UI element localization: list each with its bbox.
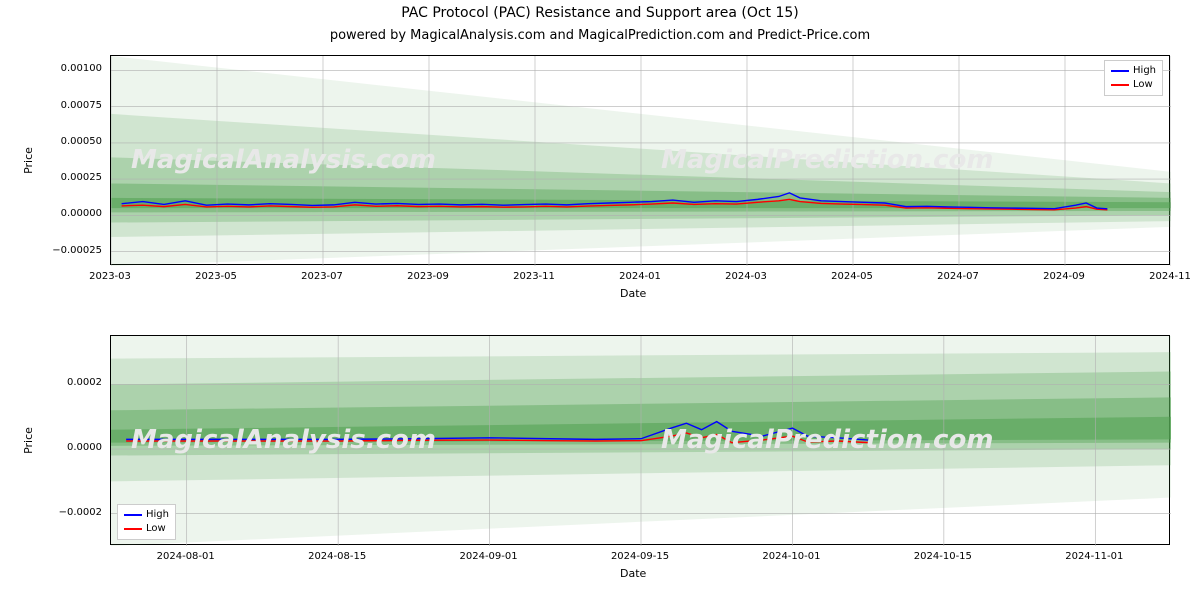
x-tick-label: 2023-07 [301, 271, 343, 282]
x-tick-label: 2024-03 [725, 271, 767, 282]
y-tick-label: 0.00025 [32, 172, 102, 183]
legend-swatch-high [124, 514, 142, 516]
chart-panel-top: MagicalAnalysis.comMagicalPrediction.com… [110, 55, 1170, 265]
y-axis-label: Price [22, 427, 35, 454]
x-tick-label: 2023-03 [89, 271, 131, 282]
legend-label-low: Low [146, 522, 166, 536]
x-tick-label: 2024-10-01 [762, 551, 820, 562]
x-tick-label: 2024-09-15 [611, 551, 669, 562]
legend-item-low: Low [124, 522, 169, 536]
title-main: PAC Protocol (PAC) Resistance and Suppor… [0, 5, 1200, 21]
legend-swatch-high [1111, 70, 1129, 72]
legend: HighLow [1104, 60, 1163, 96]
legend-label-high: High [1133, 64, 1156, 78]
y-tick-label: 0.00075 [32, 100, 102, 111]
y-axis-label: Price [22, 147, 35, 174]
x-tick-label: 2024-10-15 [914, 551, 972, 562]
x-tick-label: 2024-09 [1043, 271, 1085, 282]
plot-svg [111, 56, 1171, 266]
legend-swatch-low [1111, 84, 1129, 86]
chart-panel-bottom: MagicalAnalysis.comMagicalPrediction.com… [110, 335, 1170, 545]
x-tick-label: 2024-09-01 [460, 551, 518, 562]
y-tick-label: 0.00100 [32, 63, 102, 74]
y-tick-label: −0.00025 [32, 245, 102, 256]
legend-item-low: Low [1111, 78, 1156, 92]
x-axis-label: Date [620, 567, 646, 580]
legend-item-high: High [124, 508, 169, 522]
legend-label-low: Low [1133, 78, 1153, 92]
x-tick-label: 2024-11-01 [1065, 551, 1123, 562]
x-axis-label: Date [620, 287, 646, 300]
legend-swatch-low [124, 528, 142, 530]
x-tick-label: 2024-05 [831, 271, 873, 282]
x-tick-label: 2024-01 [619, 271, 661, 282]
x-tick-label: 2023-05 [195, 271, 237, 282]
legend-item-high: High [1111, 64, 1156, 78]
y-tick-label: 0.0000 [32, 442, 102, 453]
x-tick-label: 2024-11 [1149, 271, 1191, 282]
y-tick-label: 0.00050 [32, 136, 102, 147]
plot-svg [111, 336, 1171, 546]
x-tick-label: 2023-09 [407, 271, 449, 282]
legend-label-high: High [146, 508, 169, 522]
legend: HighLow [117, 504, 176, 540]
x-tick-label: 2024-07 [937, 271, 979, 282]
figure: PAC Protocol (PAC) Resistance and Suppor… [0, 0, 1200, 600]
x-tick-label: 2024-08-01 [157, 551, 215, 562]
y-tick-label: −0.0002 [32, 507, 102, 518]
y-tick-label: 0.0002 [32, 377, 102, 388]
y-tick-label: 0.00000 [32, 208, 102, 219]
title-sub: powered by MagicalAnalysis.com and Magic… [0, 28, 1200, 43]
x-tick-label: 2023-11 [513, 271, 555, 282]
x-tick-label: 2024-08-15 [308, 551, 366, 562]
